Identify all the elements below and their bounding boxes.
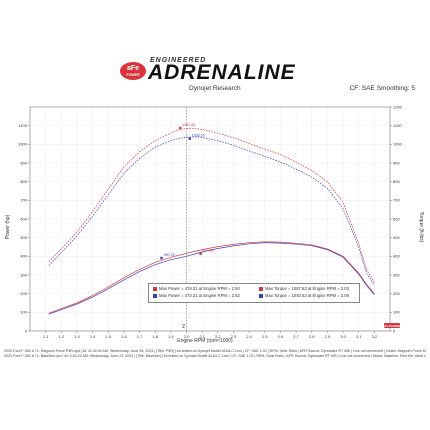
y-right-tick-label: 1000: [393, 142, 403, 147]
annotation-label: 1030.16: [192, 134, 205, 138]
y-left-tick-label: 700: [20, 198, 27, 203]
x-tick-label: 2.7: [293, 334, 299, 339]
annotation-label: 390.78: [163, 253, 174, 257]
x-tick-label: 1.2: [59, 334, 65, 339]
annotation-marker: [179, 126, 182, 130]
y-left-tick-label: 200: [20, 291, 27, 296]
legend-swatch: [259, 286, 263, 291]
legend-swatch: [259, 293, 263, 298]
x-tick-label: 1.9: [168, 334, 174, 339]
chart-annotations: 1087.83 1030.16 390.78 414.08: [160, 123, 214, 260]
run-note: 2020 Ford F-350 6.7L: Magnum Force P5R.o…: [4, 349, 426, 353]
y-right-tick-label: 200: [393, 291, 400, 296]
x-tick-label: 1.5: [105, 334, 111, 339]
legend-label: Max Torque = 1087.83 at Engine RPM = 2.0…: [265, 286, 349, 291]
watermark-text: aFe POWER: [383, 324, 401, 328]
y-left-tick-label: 100: [20, 310, 27, 315]
y-left-tick-label: 500: [20, 235, 27, 240]
legend-item: Max Power = 473.31 at Engine RPM = 2.52: [153, 293, 240, 299]
y-right-tick-label: 0: [393, 328, 396, 333]
dyno-vendor-label: Dynojet Research: [189, 85, 241, 92]
x-tick-label: 3.1: [356, 334, 362, 339]
x-tick-label: 2.0: [184, 334, 190, 339]
x-tick-label: 3.2: [372, 334, 378, 339]
y-right-tick-label: 1200: [393, 104, 403, 109]
legend-item: Max Torque = 1040.53 at Engine RPM = 2.0…: [259, 293, 349, 299]
x-tick-label: 2.5: [262, 334, 268, 339]
y-axis-right-label: Torque (ft-lbs): [418, 212, 424, 243]
y-right-tick-label: 300: [393, 272, 400, 277]
legend-label: Max Power = 473.31 at Engine RPM = 2.52: [159, 293, 240, 298]
x-tick-label: 2.2: [215, 334, 221, 339]
x-tick-label: 1.6: [121, 334, 127, 339]
logo-wordmark: ADRENALINE: [148, 61, 296, 84]
cursor-marker-label: 2: [182, 324, 185, 330]
annotation-label: 1087.83: [182, 123, 195, 127]
run-note: 2020 Ford F-350 6.7L: Baseline.opd | At:…: [4, 354, 426, 358]
chart-axes: 1.1 1.2 1.3 1.4 1.5 1.6 1.7 1.8 1.9 2.0 2.1 2.2 2.3 2…: [18, 104, 403, 339]
power-series-line: [48, 242, 375, 315]
header: aFe POWER ENGINEERED ADRENALINE Dynojet …: [0, 0, 430, 92]
torque-series-line: [48, 127, 375, 283]
svg-text:aFe: aFe: [127, 65, 139, 72]
y-left-tick-label: 900: [20, 160, 27, 165]
y-right-tick-label: 1100: [393, 123, 402, 128]
y-right-tick-label: 500: [393, 235, 400, 240]
x-tick-label: 2.9: [325, 334, 331, 339]
dyno-chart: 1.1 1.2 1.3 1.4 1.5 1.6 1.7 1.8 1.9 2.0 2.1 2.2 2.3 2…: [5, 104, 424, 344]
afe-power-logo-icon: aFe POWER: [120, 62, 146, 80]
x-tick-label: 1.4: [90, 334, 96, 339]
legend-item: Max Power = 478.31 at Engine RPM = 2.50: [153, 286, 240, 292]
y-right-tick-label: 700: [393, 198, 400, 203]
y-left-tick-label: 400: [20, 254, 27, 259]
annotation-label: 414.08: [203, 249, 214, 253]
x-tick-label: 1.8: [152, 334, 158, 339]
y-right-tick-label: 600: [393, 216, 400, 221]
y-left-tick-label: 1000: [18, 142, 28, 147]
legend-item: Max Torque = 1087.83 at Engine RPM = 2.0…: [259, 286, 349, 292]
y-right-tick-label: 400: [393, 254, 400, 259]
legend-label: Max Power = 478.31 at Engine RPM = 2.50: [159, 286, 240, 291]
x-tick-label: 2.4: [246, 334, 252, 339]
y-right-tick-label: 100: [393, 310, 400, 315]
x-tick-label: 1.7: [137, 334, 143, 339]
x-tick-label: 2.6: [278, 334, 284, 339]
svg-text:POWER: POWER: [126, 73, 140, 77]
run-notes: 2020 Ford F-350 6.7L: Magnum Force P5R.o…: [4, 349, 426, 359]
y-right-tick-label: 800: [393, 179, 400, 184]
y-left-tick-label: 1100: [18, 123, 27, 128]
torque-series-line: [48, 136, 375, 286]
y-left-tick-label: 600: [20, 216, 27, 221]
annotation-marker: [160, 256, 163, 260]
chart-legend: Max Power = 478.31 at Engine RPM = 2.50 …: [148, 283, 360, 303]
watermark-logo: aFe POWER: [383, 323, 401, 328]
x-tick-label: 2.3: [231, 334, 237, 339]
y-left-tick-label: 0: [25, 328, 28, 333]
power-series-line: [48, 241, 375, 314]
legend-swatch: [153, 286, 157, 291]
x-tick-label: 1.3: [74, 334, 80, 339]
y-left-tick-label: 300: [20, 272, 27, 277]
annotation-marker: [188, 137, 191, 140]
correction-factor-label: CF: SAE Smoothing: 5: [349, 85, 415, 92]
x-tick-label: 2.1: [199, 334, 205, 339]
y-right-tick-label: 900: [393, 160, 400, 165]
x-tick-label: 3.0: [340, 334, 346, 339]
y-left-tick-label: 800: [20, 179, 27, 184]
legend-swatch: [153, 293, 157, 298]
x-tick-label: 2.8: [309, 334, 315, 339]
y-axis-left-label: Power (hp): [5, 214, 11, 239]
x-tick-label: 1.1: [43, 334, 49, 339]
annotation-marker: [199, 252, 202, 255]
logo-tagline: ENGINEERED: [150, 57, 207, 64]
x-axis-label: Engine RPM (rpm×1000): [177, 338, 233, 344]
legend-label: Max Torque = 1040.53 at Engine RPM = 2.0…: [265, 293, 349, 298]
